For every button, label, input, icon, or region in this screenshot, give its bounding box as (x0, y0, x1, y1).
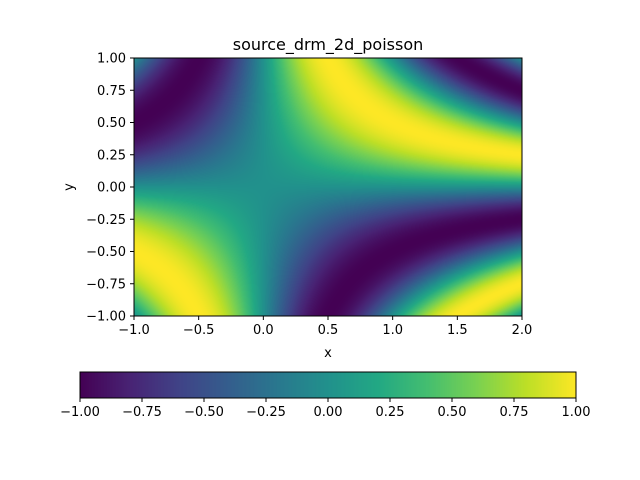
colorbar-axis: −1.00 −0.75 −0.50 −0.25 0.00 0.25 0.50 0.75 1.00 (60, 398, 590, 420)
x-tick-label: −1.0 (118, 323, 150, 338)
colorbar-gradient (80, 372, 576, 398)
y-axis: −1.00 −0.75 −0.50 −0.25 0.00 0.25 0.50 0.75 1.00 (86, 52, 134, 325)
y-tick-label: −0.75 (86, 277, 126, 292)
colorbar-tick-label: 0.25 (376, 405, 405, 420)
y-tick-label: 1.00 (97, 52, 126, 67)
colorbar-tick-label: 1.00 (562, 405, 591, 420)
y-tick-label: 0.00 (97, 181, 126, 196)
heatmap-image (134, 58, 522, 316)
x-axis-label: x (324, 346, 332, 361)
y-tick-label: −0.50 (86, 245, 126, 260)
x-tick-label: 1.5 (447, 323, 468, 338)
x-tick-label: 2.0 (512, 323, 533, 338)
x-axis: −1.0 −0.5 0.0 0.5 1.0 1.5 2.0 (118, 316, 532, 338)
colorbar-tick-label: 0.00 (314, 405, 343, 420)
colorbar-tick-label: 0.75 (500, 405, 529, 420)
colorbar-tick-label: −1.00 (60, 405, 100, 420)
x-tick-label: 0.5 (318, 323, 339, 338)
colorbar-tick-label: −0.25 (246, 405, 286, 420)
chart-title: source_drm_2d_poisson (233, 35, 424, 55)
x-tick-label: 0.0 (253, 323, 274, 338)
y-tick-label: 0.50 (97, 116, 126, 131)
y-tick-label: −1.00 (86, 310, 126, 325)
colorbar-tick-label: 0.50 (438, 405, 467, 420)
y-axis-label: y (62, 183, 77, 191)
colorbar-tick-label: −0.75 (122, 405, 162, 420)
y-tick-label: 0.25 (97, 148, 126, 163)
x-tick-label: 1.0 (382, 323, 403, 338)
colorbar-tick-label: −0.50 (184, 405, 224, 420)
y-tick-label: 0.75 (97, 84, 126, 99)
heatmap-plot-area (133, 57, 523, 317)
x-tick-label: −0.5 (183, 323, 215, 338)
y-tick-label: −0.25 (86, 213, 126, 228)
colorbar: −1.00 −0.75 −0.50 −0.25 0.00 0.25 0.50 0.75 1.00 (60, 371, 590, 420)
